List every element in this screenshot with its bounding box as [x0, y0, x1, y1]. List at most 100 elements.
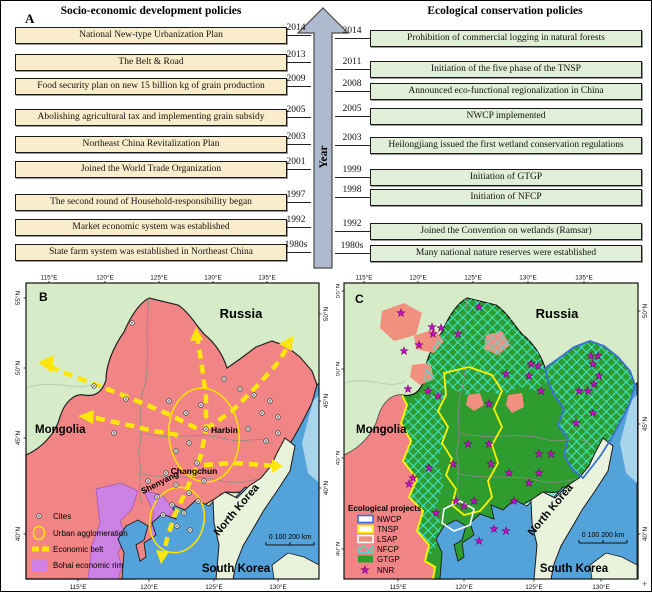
left-policy-1980s: State farm system was established in Nor… [15, 244, 287, 261]
year-label: 1980s [340, 241, 364, 251]
year-axis-arrow: Year [297, 7, 349, 269]
year-label: 1992 [286, 215, 306, 225]
svg-text:40°N: 40°N [336, 541, 342, 556]
year-label: 2013 [286, 50, 306, 60]
svg-text:50°N: 50°N [322, 306, 330, 321]
nwcp-outline [543, 340, 636, 480]
axis-labels: 115°E 120°E 125°E 130°E 135°E 115°E 120°… [14, 274, 330, 592]
year-label: 2014 [286, 23, 306, 33]
axis-labels: 115°E 120°E 125°E 130°E 135°E 115°E 120°… [336, 274, 649, 592]
cities-icon [36, 513, 42, 519]
tnsp-icon [357, 524, 374, 534]
year-label: 1999 [342, 165, 362, 175]
scale-bar: 0 100 200 km [578, 532, 628, 544]
svg-text:135°E: 135°E [258, 274, 275, 282]
svg-text:45°N: 45°N [14, 430, 22, 445]
tick-line [287, 202, 311, 203]
tick-line [287, 252, 311, 253]
legend-economic-belt: Economic belt [53, 545, 104, 554]
left-policy-2001: Joined the World Trade Organization [15, 161, 287, 178]
svg-text:125°E: 125°E [205, 583, 222, 591]
tick-line [335, 197, 370, 198]
legend-gtgp: GTGP [377, 555, 400, 564]
year-label: 2008 [342, 79, 362, 89]
label-russia: Russia [220, 306, 263, 321]
right-policy-2008: Announced eco-functional regionalization… [370, 83, 642, 100]
svg-text:130°E: 130°E [204, 274, 221, 282]
year-label: 1992 [342, 219, 362, 229]
svg-text:45°N: 45°N [322, 393, 330, 408]
year-axis-label: Year [318, 146, 330, 169]
label-south-korea: South Korea [202, 563, 271, 575]
svg-text:45°N: 45°N [336, 450, 342, 465]
svg-text:120°E: 120°E [455, 583, 472, 591]
legend-nwcp: NWCP [377, 515, 401, 524]
svg-text:50°N: 50°N [336, 361, 342, 376]
left-policy-2003: Northeast China Revitalization Plan [15, 136, 287, 153]
tick-line [287, 62, 311, 63]
gtgp-icon [358, 555, 373, 563]
label-mongolia: Mongolia [356, 424, 407, 436]
right-policy-2003: Heilongjiang issued the first wetland co… [370, 137, 642, 154]
year-label: 1980s [284, 240, 308, 250]
map-frame [25, 282, 320, 580]
left-policy-1997: The second round of Household-responsibi… [15, 194, 287, 211]
nwcp-icon [357, 514, 374, 524]
mapC-legend: Ecological projects NWCP TNSP LSAP NFCP … [348, 504, 422, 575]
panel-c-label: C [355, 292, 364, 306]
right-policy-2011: Initiation of the five phase of the TNSP [370, 61, 642, 78]
map-frame [343, 282, 639, 580]
legend-title: Ecological projects [348, 504, 422, 513]
year-label: 2005 [286, 105, 306, 115]
svg-text:55°N: 55°N [336, 283, 342, 298]
label-mongolia: Mongolia [35, 424, 86, 436]
year-label: 2003 [286, 132, 306, 142]
label-russia: Russia [536, 306, 579, 321]
right-policy-1992: Joined the Convention on wetlands (Ramsa… [370, 223, 642, 240]
lsap-outline [441, 500, 475, 532]
year-label: 2003 [342, 133, 362, 143]
right-policy-2014: Prohibition of commercial logging in nat… [370, 30, 642, 47]
svg-text:115°E: 115°E [355, 274, 372, 282]
tick-line [335, 91, 370, 92]
urban-agglomeration-icon [32, 525, 46, 541]
left-column-title: Socio-economic development policies [60, 5, 242, 17]
legend-bohai-rim: Bohai economic rim [53, 561, 124, 570]
svg-text:115°E: 115°E [40, 274, 57, 282]
year-label: 1998 [342, 185, 362, 195]
right-policy-1980s: Many national nature reserves were estab… [370, 245, 642, 262]
map-ecological: Russia Mongolia North Korea South Korea … [336, 274, 649, 592]
tick-line [335, 116, 370, 117]
tick-line [287, 35, 311, 36]
tick-line [287, 144, 311, 145]
belt-arrowheads [38, 327, 293, 564]
urban-agglomeration-ellipse-south [148, 486, 206, 554]
tick-line [287, 227, 311, 228]
panel-b-label: B [39, 290, 48, 304]
map-socioeconomic: Harbin Changchun Shenyang Russia Mongoli… [14, 274, 330, 592]
label-harbin: Harbin [211, 425, 238, 435]
svg-text:40°N: 40°N [14, 526, 22, 541]
scale-text: 0 100 200 km [269, 534, 312, 541]
label-changchun: Changchun [171, 466, 218, 476]
left-policy-2009: Food security plan on new 15 billion kg … [15, 78, 287, 95]
svg-text:130°E: 130°E [269, 583, 286, 591]
svg-text:120°E: 120°E [409, 274, 426, 282]
bohai-rim-icon [32, 560, 47, 571]
legend-lsap: LSAP [377, 535, 397, 544]
svg-text:130°E: 130°E [519, 274, 536, 282]
tnsp-outline-west [399, 394, 437, 580]
left-policy-2014: National New-type Urbanization Plan [15, 27, 287, 44]
river-line [343, 380, 407, 385]
river-line [25, 382, 97, 389]
legend-cities: Cites [53, 512, 71, 521]
svg-text:125°E: 125°E [150, 274, 167, 282]
svg-text:115°E: 115°E [389, 583, 406, 591]
tick-line [335, 177, 370, 178]
svg-text:45°N: 45°N [641, 416, 649, 431]
svg-text:130°E: 130°E [592, 583, 609, 591]
scale-bar: 0 100 200 km [265, 534, 315, 546]
svg-text:135°E: 135°E [575, 274, 592, 282]
year-label: 2009 [286, 74, 306, 84]
